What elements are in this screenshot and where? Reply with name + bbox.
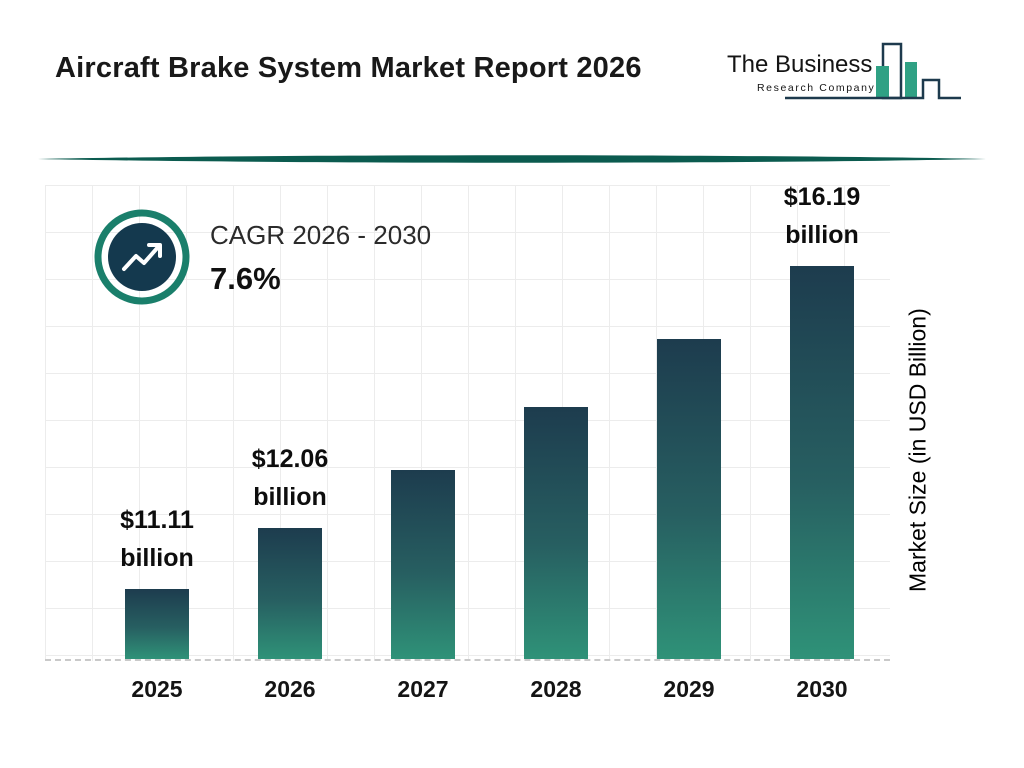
x-axis-label-2027: 2027 <box>397 676 449 702</box>
bar-2027 <box>391 470 455 659</box>
bar-value-label-2030: $16.19 billion <box>783 183 861 249</box>
cagr-badge-disc <box>108 223 176 291</box>
cagr-value: 7.6% <box>210 261 281 296</box>
x-axis-labels: 2025 2026 2027 2028 2029 2030 <box>45 676 890 710</box>
bar-2029 <box>657 339 721 659</box>
x-axis-label-2026: 2026 <box>264 676 316 702</box>
bar-2028 <box>524 407 588 659</box>
trending-up-icon <box>122 243 162 271</box>
bar-2030 <box>790 266 854 659</box>
y-axis-label: Market Size (in USD Billion) <box>904 308 931 592</box>
x-axis-label-2030: 2030 <box>796 676 848 702</box>
page-title: Aircraft Brake System Market Report 2026 <box>55 52 642 84</box>
cagr-label: CAGR 2026 - 2030 <box>210 220 432 250</box>
bars-layer: $11.11 billion $12.06 billion $16.19 billion <box>45 183 890 659</box>
header-divider <box>38 155 986 163</box>
company-logo: The Business Research Company <box>727 42 961 100</box>
bar-value-label-2025: $11.11 billion <box>120 506 194 572</box>
logo-name-text: The Business <box>727 51 872 78</box>
x-axis-label-2028: 2028 <box>530 676 582 702</box>
bar-value-label-2026: $12.06 billion <box>251 445 329 511</box>
cagr-text-block: CAGR 2026 - 2030 7.6% <box>210 220 431 297</box>
logo-subname-text: Research Company <box>757 82 875 94</box>
bar-2025 <box>125 589 189 659</box>
cagr-badge <box>94 209 190 305</box>
cagr-badge-ring <box>94 209 190 305</box>
x-axis-label-2025: 2025 <box>131 676 183 702</box>
x-axis-label-2029: 2029 <box>663 676 715 702</box>
bar-2026 <box>258 528 322 659</box>
logo-bars-icon <box>785 42 961 100</box>
